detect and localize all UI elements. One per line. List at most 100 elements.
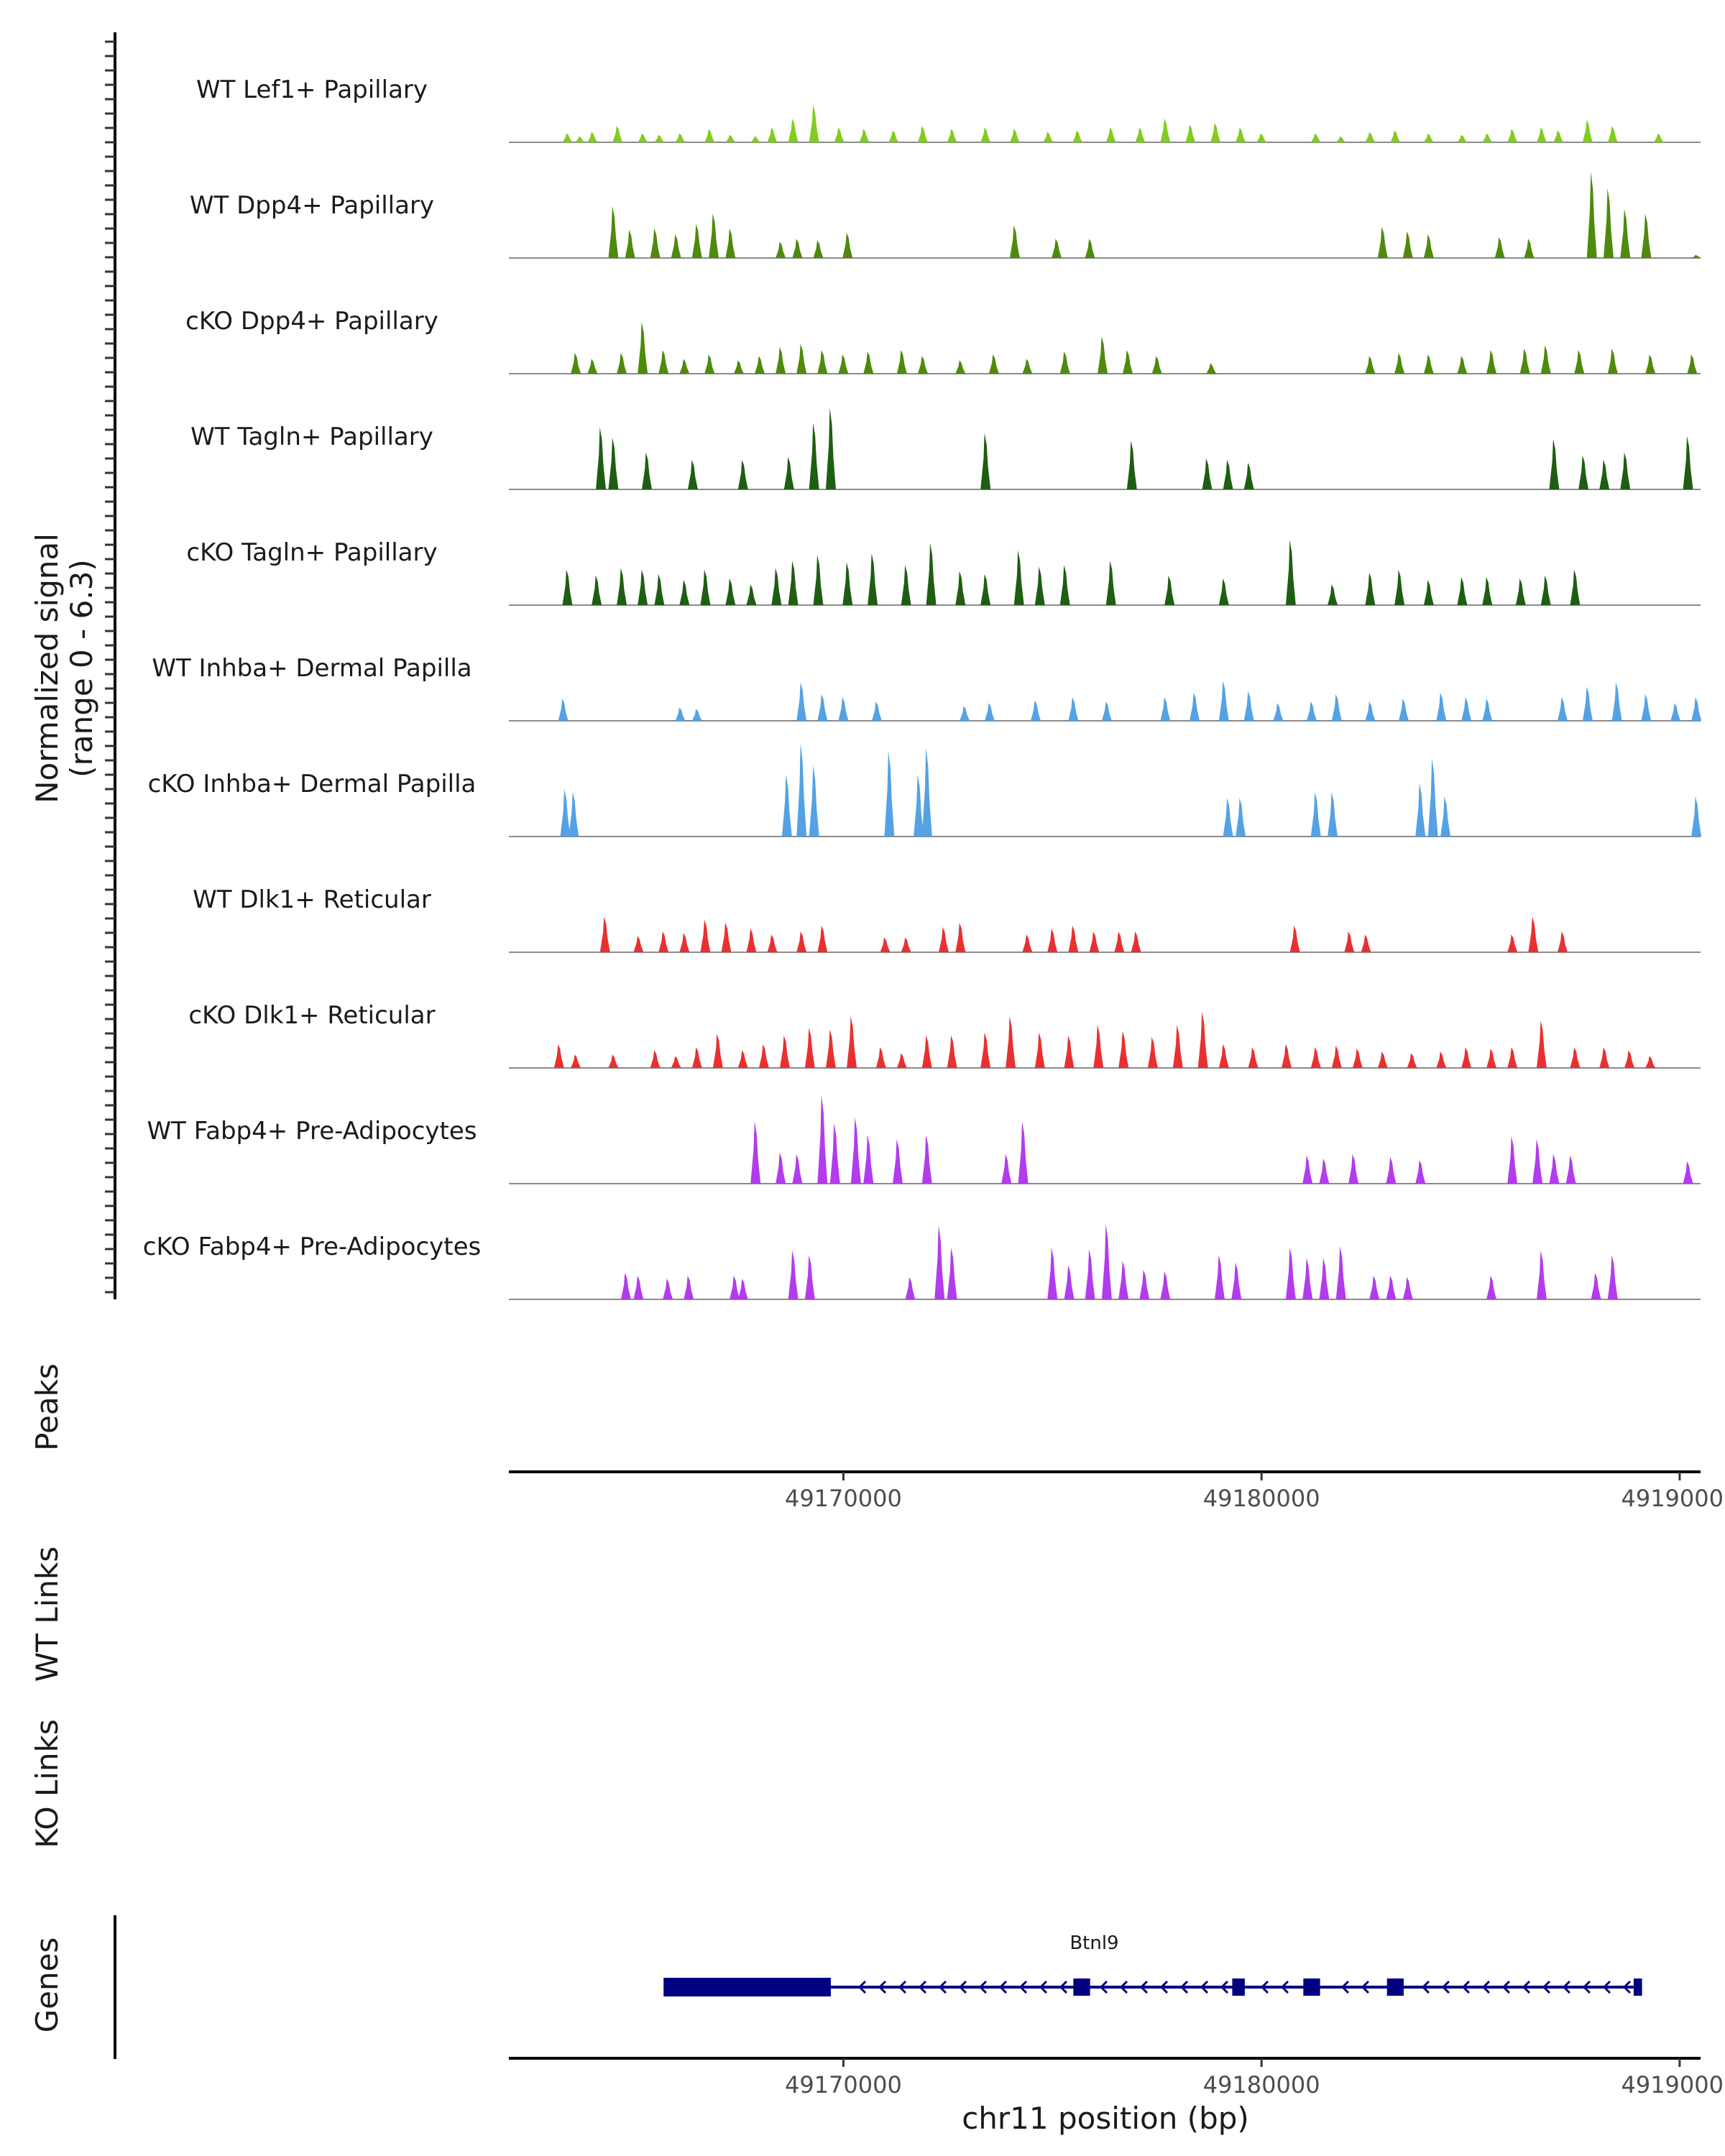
- coverage-peak: [654, 573, 665, 605]
- x-tick-label: 49170000: [785, 2071, 902, 2099]
- gene-name-label: Btnl9: [1070, 1932, 1118, 1954]
- coverage-peak: [776, 1152, 786, 1184]
- coverage-peak: [663, 1279, 673, 1299]
- coverage-peak: [1072, 130, 1083, 142]
- coverage-peak: [553, 1044, 564, 1068]
- coverage-peak: [620, 1272, 631, 1299]
- coverage-peak: [1645, 1056, 1656, 1068]
- coverage-peak: [679, 359, 690, 374]
- coverage-peak: [1289, 925, 1300, 952]
- strand-arrow: [1622, 1980, 1632, 1994]
- coverage-peak: [725, 578, 736, 605]
- coverage-peak: [980, 433, 991, 489]
- coverage-peak: [1285, 1247, 1296, 1299]
- wt-links-track-title: WT Links: [29, 1547, 65, 1682]
- track-6: cKO Inhba+ Dermal Papilla: [148, 743, 1702, 837]
- coverage-peak: [1218, 578, 1229, 605]
- coverage-peak: [1310, 133, 1321, 142]
- coverage-peak: [587, 359, 598, 374]
- coverage-peak: [1482, 576, 1493, 605]
- coverage-peak: [914, 774, 924, 837]
- coverage-peak: [1335, 1245, 1346, 1299]
- coverage-peak: [955, 922, 966, 952]
- coverage-peak: [917, 356, 928, 374]
- coverage-peak: [813, 240, 824, 258]
- strand-arrow: [1179, 1980, 1189, 1994]
- coverage-peak: [1570, 1047, 1581, 1068]
- track-label: cKO Inhba+ Dermal Papilla: [148, 770, 477, 798]
- coverage-peak: [633, 936, 644, 952]
- coverage-peak: [834, 127, 845, 142]
- gene-exon: [1633, 1978, 1642, 1996]
- coverage-peak: [947, 129, 957, 142]
- coverage-peak: [813, 554, 824, 605]
- coverage-peak: [905, 1277, 916, 1299]
- coverage-peak: [558, 699, 569, 721]
- coverage-peak: [700, 569, 711, 605]
- coverage-peak: [1427, 757, 1438, 837]
- coverage-peak: [1068, 696, 1079, 721]
- coverage-peak: [1486, 1275, 1497, 1299]
- coverage-peak: [1461, 1047, 1472, 1068]
- coverage-peak: [1273, 703, 1284, 721]
- coverage-peak: [638, 133, 648, 142]
- coverage-peak: [730, 1275, 740, 1299]
- coverage-peak: [1423, 579, 1434, 605]
- x-tick-label: 49180000: [1203, 1485, 1320, 1512]
- coverage-peak: [1302, 1258, 1313, 1299]
- coverage-peak: [939, 926, 949, 952]
- y-axis-title: Normalized signal: [29, 533, 65, 803]
- coverage-peak: [1578, 455, 1589, 489]
- coverage-peak: [980, 573, 991, 605]
- gene-exon: [1386, 1978, 1404, 1996]
- coverage-peak: [868, 553, 878, 605]
- coverage-peak: [675, 133, 686, 142]
- strand-arrow: [1481, 1980, 1491, 1994]
- coverage-peak: [1683, 436, 1693, 489]
- coverage-peak: [809, 765, 819, 837]
- coverage-peak: [671, 1056, 681, 1068]
- coverage-peak: [1591, 1272, 1601, 1299]
- coverage-peak: [842, 232, 853, 258]
- track-7: WT Dlk1+ Reticular: [193, 885, 1701, 953]
- coverage-peak: [1398, 699, 1409, 721]
- coverage-peak: [712, 1033, 723, 1068]
- coverage-peak: [1256, 133, 1267, 142]
- coverage-peak: [1009, 129, 1020, 142]
- coverage-peak: [1059, 351, 1070, 374]
- coverage-peak: [1574, 349, 1585, 374]
- coverage-peak: [901, 565, 911, 605]
- x-tick-label: 49180000: [1203, 2071, 1320, 2099]
- coverage-peak: [847, 1015, 857, 1068]
- coverage-peak: [1043, 132, 1054, 142]
- coverage-peak: [917, 126, 928, 142]
- coverage-peak: [1197, 1011, 1208, 1068]
- coverage-peak: [1519, 348, 1530, 374]
- coverage-peak: [1423, 133, 1434, 142]
- coverage-peak: [1089, 931, 1100, 952]
- coverage-peak: [776, 346, 786, 374]
- coverage-peak: [638, 321, 648, 374]
- coverage-peak: [562, 569, 573, 605]
- coverage-peak: [1006, 1015, 1016, 1068]
- coverage-peak: [1402, 1277, 1413, 1299]
- coverage-peak: [771, 568, 782, 605]
- coverage-peak: [1236, 798, 1246, 837]
- strand-arrow: [918, 1980, 927, 1994]
- coverage-peak: [746, 928, 757, 952]
- coverage-peak: [985, 703, 995, 721]
- coverage-peak: [1206, 363, 1217, 374]
- y-axis-ticks: [105, 40, 115, 1294]
- coverage-peak: [1549, 1153, 1560, 1184]
- coverage-peak: [921, 747, 932, 837]
- strand-arrow: [1280, 1980, 1289, 1994]
- coverage-peak: [675, 707, 686, 721]
- coverage-peak: [1691, 796, 1702, 837]
- coverage-peak: [871, 701, 882, 721]
- coverage-peak: [817, 694, 828, 721]
- coverage-peak: [1172, 1025, 1183, 1068]
- coverage-peak: [654, 134, 665, 142]
- track-label: cKO Tagln+ Papillary: [186, 538, 437, 567]
- strand-arrow: [1542, 1980, 1551, 1994]
